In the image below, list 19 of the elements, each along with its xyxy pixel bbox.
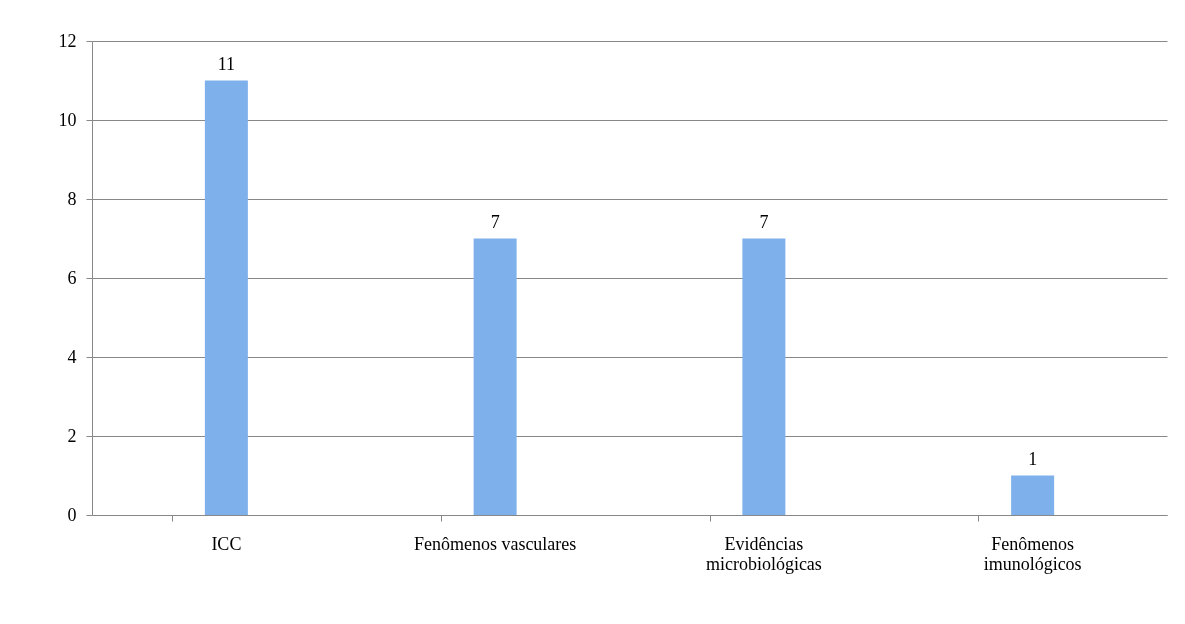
- y-tick-label: 2: [67, 425, 77, 446]
- data-label: 7: [759, 211, 769, 232]
- data-label: 11: [217, 53, 236, 74]
- x-tick-label: Evidências microbiológicas: [705, 533, 822, 574]
- x-tick-label: ICC: [211, 533, 242, 554]
- bar: [742, 238, 786, 515]
- data-label: 7: [490, 211, 500, 232]
- y-tick-label: 4: [67, 346, 77, 367]
- y-tick-label: 6: [67, 267, 77, 288]
- data-label: 1: [1028, 448, 1038, 469]
- bar: [204, 80, 248, 515]
- x-tick-label: Fenômenos vasculares: [413, 533, 577, 554]
- y-tick-label: 8: [67, 188, 77, 209]
- bar: [1011, 475, 1055, 515]
- y-tick-label: 10: [58, 109, 77, 130]
- y-tick-label: 0: [67, 504, 77, 525]
- x-tick-label: Fenômenos imunológicos: [983, 533, 1082, 574]
- y-tick-label: 12: [58, 30, 77, 51]
- bar: [473, 238, 517, 515]
